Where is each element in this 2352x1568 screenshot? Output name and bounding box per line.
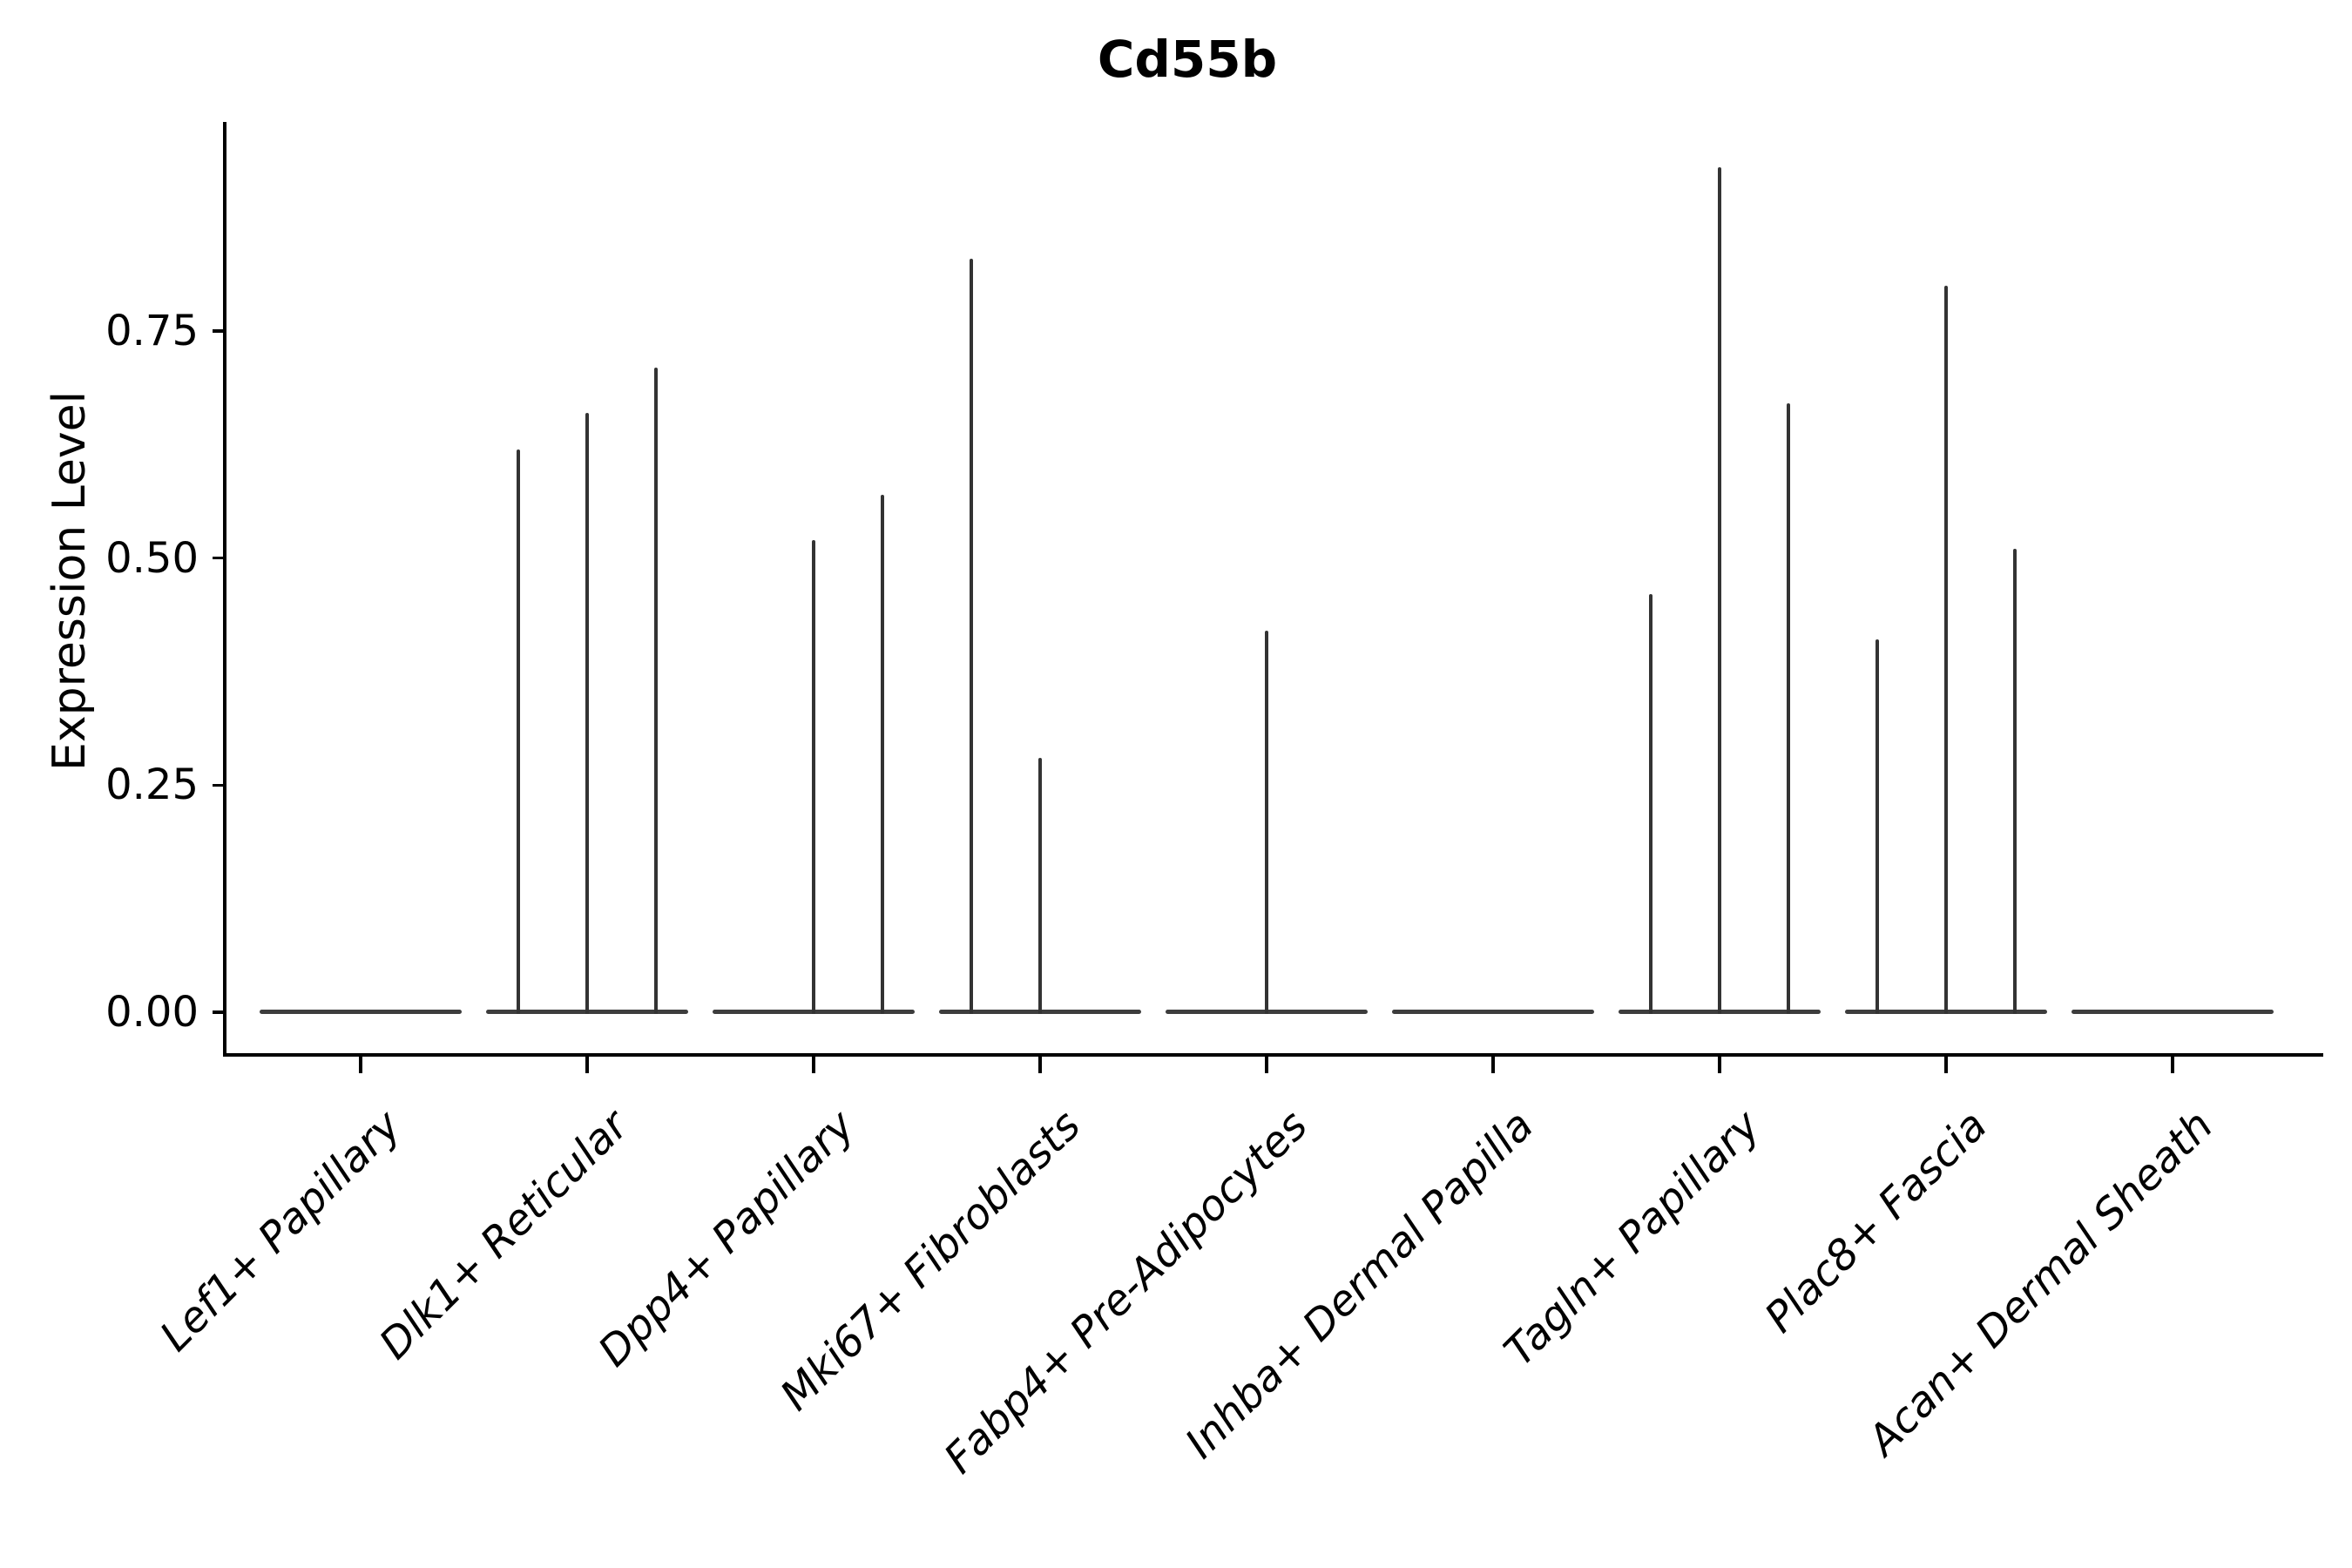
- x-tick-mark: [2171, 1054, 2174, 1073]
- violin-spike: [1875, 639, 1880, 1014]
- x-tick-label-text: Tagln+ Papillary: [1495, 1101, 1770, 1376]
- chart-title: Cd55b: [1097, 30, 1278, 89]
- y-tick-mark: [213, 783, 224, 787]
- x-tick-label-text: Lef1+ Papillary: [151, 1101, 411, 1362]
- violin-spike: [1943, 285, 1949, 1014]
- violin-spike: [1648, 594, 1653, 1014]
- violin-spike: [1264, 631, 1269, 1014]
- violin-spike: [585, 412, 590, 1014]
- x-tick-label-text: Plac8+ Fascia: [1754, 1101, 1997, 1342]
- y-tick-mark: [213, 556, 224, 560]
- violin-baseline: [260, 1009, 462, 1014]
- x-tick-mark: [1718, 1054, 1721, 1073]
- y-tick-label: 0.50: [105, 533, 199, 583]
- x-tick-mark: [1038, 1054, 1042, 1073]
- y-axis-spine: [222, 122, 226, 1056]
- x-axis-spine: [222, 1053, 2323, 1057]
- y-tick-label: 0.00: [105, 988, 199, 1037]
- y-tick-label: 0.25: [105, 760, 199, 810]
- violin-baseline: [1392, 1009, 1594, 1014]
- x-tick-label-text: Dlk1+ Reticular: [369, 1101, 638, 1369]
- y-tick-label: 0.75: [105, 306, 199, 355]
- y-tick-mark: [213, 329, 224, 333]
- violin-spike: [811, 539, 816, 1014]
- x-tick-mark: [359, 1054, 362, 1073]
- violin-spike: [1717, 167, 1722, 1014]
- x-tick-mark: [1491, 1054, 1495, 1073]
- x-tick-mark: [585, 1054, 589, 1073]
- x-tick-label-text: Fabp4+ Pre-Adipocytes: [935, 1101, 1317, 1484]
- x-tick-mark: [1265, 1054, 1268, 1073]
- violin-spike: [1037, 758, 1043, 1014]
- violin-spike: [1786, 403, 1791, 1014]
- violin-spike: [969, 258, 974, 1014]
- violin-spike: [2012, 549, 2017, 1014]
- y-tick-mark: [213, 1010, 224, 1014]
- x-tick-mark: [812, 1054, 815, 1073]
- violin-spike: [653, 367, 659, 1014]
- violin-baseline: [2072, 1009, 2274, 1014]
- violin-spike: [880, 494, 885, 1014]
- x-tick-mark: [1944, 1054, 1948, 1073]
- violin-spike: [516, 449, 521, 1014]
